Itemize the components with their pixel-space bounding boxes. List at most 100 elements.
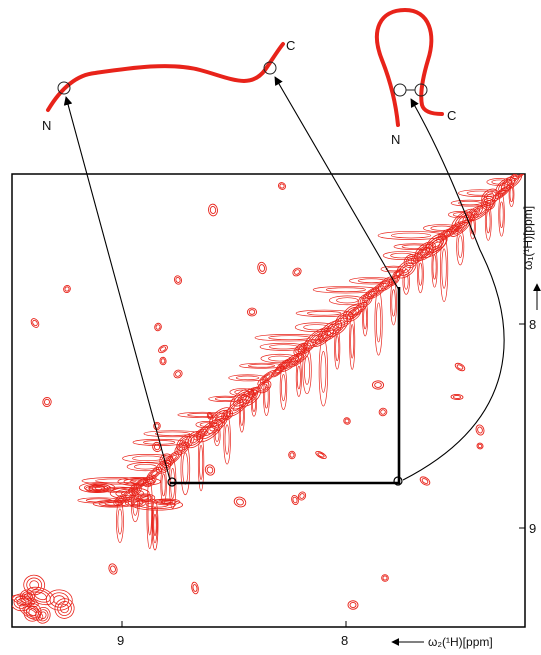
contour-peak <box>37 609 49 622</box>
contour-peak <box>92 499 136 508</box>
crosspeak-box <box>170 287 401 485</box>
contour-peak <box>22 606 40 619</box>
contour-peak <box>374 382 382 388</box>
contour-peak <box>294 322 338 333</box>
contour-peak <box>228 374 267 382</box>
contour-peak <box>419 476 431 486</box>
contour-peak <box>175 371 181 377</box>
contour-peak <box>13 595 30 609</box>
contour-peak <box>452 212 469 217</box>
linear-chain-c-contact <box>263 61 277 75</box>
contour-plot <box>12 174 525 624</box>
contour-peak <box>39 611 47 620</box>
contour-peak <box>200 422 220 440</box>
contour-peak <box>315 330 332 345</box>
contour-peak <box>329 295 366 306</box>
contour-peak <box>299 493 305 499</box>
y-tick-9: 9 <box>529 521 536 536</box>
contour-peak <box>403 273 409 290</box>
contour-peak <box>44 398 50 406</box>
contour-peak <box>377 231 445 240</box>
contour-peak <box>432 254 437 280</box>
contour-peak <box>160 358 166 364</box>
contour-peak <box>390 252 414 259</box>
x-axis: 9 8 ω₂(¹H)[ppm] <box>117 621 493 649</box>
contour-peak <box>477 426 483 434</box>
contour-peak <box>374 289 383 356</box>
contour-peak <box>376 302 382 343</box>
contour-peak <box>393 243 435 250</box>
contour-peak <box>515 174 525 177</box>
contour-peak <box>258 264 266 272</box>
arrow-hairpin-contact <box>402 98 505 481</box>
contour-peak <box>317 452 325 458</box>
y-tick-8: 8 <box>529 317 536 332</box>
contour-peak <box>125 491 133 499</box>
contour-peak <box>192 584 198 592</box>
contour-peak <box>450 394 464 400</box>
contour-peak <box>326 317 349 337</box>
contour-peak <box>318 337 329 407</box>
x-tick-8: 8 <box>341 633 348 648</box>
contour-peak <box>91 486 103 491</box>
contour-peak <box>458 200 482 206</box>
contour-peak <box>289 452 295 458</box>
contour-peak <box>380 265 407 273</box>
contour-peak <box>117 477 161 487</box>
hairpin-chain: N C <box>375 7 456 147</box>
crosspeak-marker-diagonal-low <box>167 477 177 487</box>
contour-peak <box>336 297 359 304</box>
contour-peak <box>153 513 157 537</box>
contour-peak <box>277 182 287 190</box>
contour-peak <box>199 422 214 427</box>
contour-peak <box>195 421 218 429</box>
contour-peak <box>64 286 70 292</box>
contour-peak <box>222 410 232 419</box>
contour-peak <box>136 494 153 501</box>
contour-peak <box>95 478 137 484</box>
y-axis-label: ω₁(¹H)[ppm] <box>521 206 535 270</box>
contour-peak <box>303 324 330 331</box>
contour-peak <box>108 563 118 575</box>
contour-peak <box>475 424 485 436</box>
contour-peak <box>294 269 300 275</box>
contour-peak <box>153 443 161 451</box>
contour-peak <box>320 351 327 393</box>
contour-peak <box>49 592 69 608</box>
arrows <box>63 76 505 481</box>
contour-peak <box>261 383 268 390</box>
contour-peak <box>421 478 429 484</box>
contour-peak <box>209 206 217 214</box>
contour-peak <box>321 323 339 339</box>
contour-peak <box>306 311 342 316</box>
contour-peak <box>457 235 463 258</box>
contour-peak <box>390 232 432 239</box>
contour-peak <box>476 205 488 216</box>
contour-peak <box>122 454 174 463</box>
contour-peak <box>363 307 368 330</box>
contour-peak <box>349 601 357 609</box>
contour-peak <box>268 355 292 362</box>
contour-peak <box>63 285 71 293</box>
contour-peak <box>189 435 199 444</box>
hairpin-chain-curve <box>375 7 444 127</box>
contour-peak <box>23 574 46 596</box>
contour-peak <box>206 466 214 474</box>
contour-peak <box>204 464 216 476</box>
contour-peak <box>30 318 40 328</box>
contour-peak <box>395 271 401 277</box>
contour-peak <box>370 282 387 297</box>
linear-chain: N C <box>42 38 295 133</box>
contour-peak <box>259 342 308 351</box>
contour-peak <box>123 478 155 485</box>
contour-peak <box>352 306 362 315</box>
contour-peak <box>252 396 256 412</box>
contour-peak <box>398 262 414 276</box>
contour-peak <box>42 396 52 408</box>
contour-peak <box>483 197 494 209</box>
contour-peak <box>129 479 149 484</box>
contour-peak <box>173 369 183 379</box>
contour-peak <box>247 363 276 368</box>
hairpin-chain-n-label: N <box>391 132 400 147</box>
